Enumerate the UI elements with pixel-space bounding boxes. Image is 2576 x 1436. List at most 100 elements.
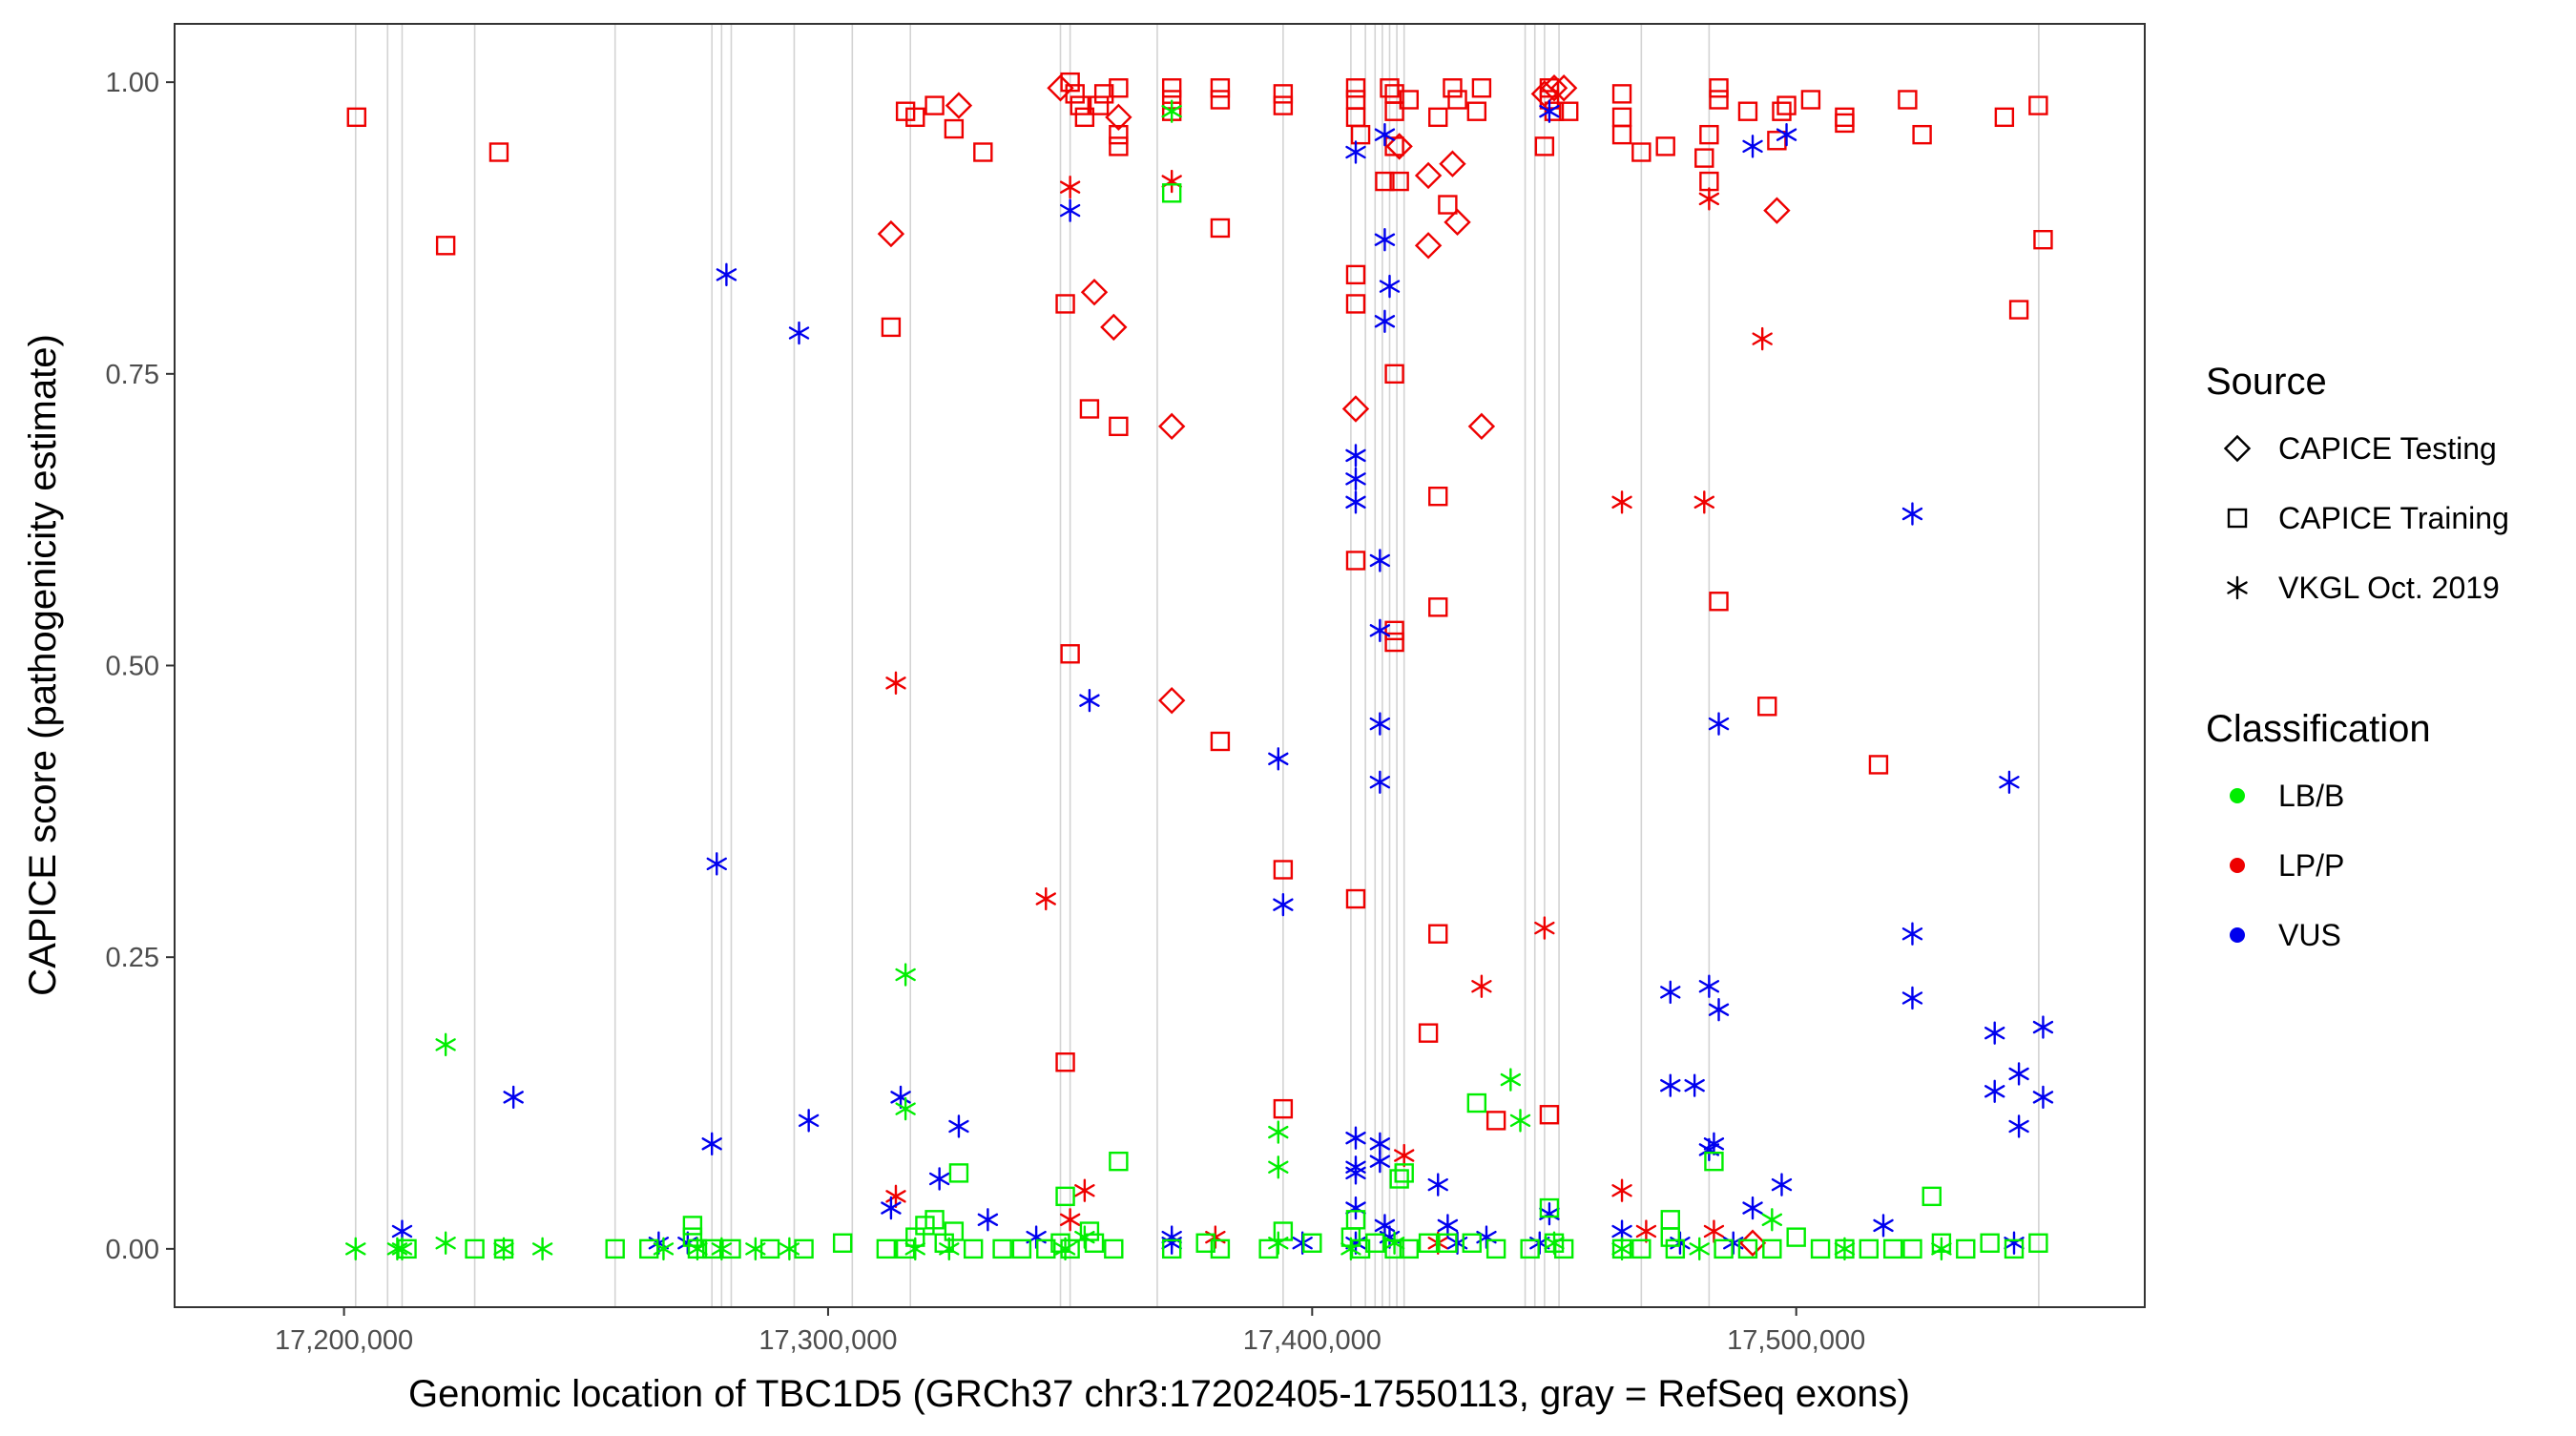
data-point [1036, 1238, 1056, 1259]
legend-source-title: Source [2206, 361, 2327, 403]
data-point [876, 1238, 897, 1259]
data-point [1011, 1238, 1032, 1259]
legend-key-asterisk [2227, 575, 2248, 600]
data-point [682, 1227, 703, 1247]
data-point [1414, 161, 1443, 190]
data-point [1369, 618, 1391, 643]
data-point [1268, 747, 1289, 771]
data-point [1631, 142, 1652, 162]
data-point [1738, 1229, 1767, 1257]
data-point [877, 219, 905, 248]
legend: Source CAPICE Testing CAPICE Training VK… [2206, 361, 2509, 952]
data-point [1374, 122, 1396, 147]
data-point [1689, 1237, 1710, 1261]
data-point [1428, 597, 1448, 617]
data-point [1660, 1073, 1681, 1097]
data-point [1379, 274, 1401, 299]
data-point [1109, 124, 1129, 145]
data-point [1694, 148, 1714, 168]
data-point [1080, 279, 1109, 306]
data-point [1786, 1227, 1806, 1247]
data-point [973, 142, 993, 162]
data-point [1984, 1079, 2005, 1103]
data-point [2004, 1238, 2025, 1259]
data-point [798, 1109, 820, 1133]
data-point [944, 118, 965, 139]
data-point [1273, 95, 1294, 115]
data-point [1776, 95, 1797, 115]
data-point [1273, 860, 1294, 880]
data-point [1800, 90, 1821, 110]
data-point [1443, 78, 1463, 98]
data-point [1394, 1143, 1415, 1168]
data-point [682, 1216, 703, 1236]
data-point [1703, 1132, 1725, 1156]
y-tick-label: 0.00 [106, 1235, 159, 1265]
data-point [1810, 1238, 1831, 1259]
data-point [1428, 107, 1448, 128]
data-point [2008, 1062, 2029, 1086]
data-point [1611, 1178, 1632, 1202]
data-point [1714, 1238, 1734, 1259]
data-point [1912, 124, 1932, 145]
exon-lines [354, 24, 2040, 1307]
data-point [1345, 78, 1366, 98]
data-point [1210, 218, 1231, 239]
legend-key-dot [2230, 858, 2245, 873]
data-point [1466, 1093, 1487, 1113]
data-point [1698, 187, 1720, 211]
y-axis: 0.00 0.25 0.50 0.75 1.00 [106, 68, 175, 1265]
data-point [1665, 1238, 1686, 1259]
data-point [1161, 78, 1182, 98]
data-point [1345, 264, 1366, 285]
data-point [465, 1238, 485, 1259]
data-point [1161, 99, 1182, 123]
data-point [1737, 101, 1758, 121]
x-axis-title: Genomic location of TBC1D5 (GRCh37 chr3:… [408, 1373, 1910, 1415]
data-point [1704, 1151, 1724, 1172]
data-point [1047, 74, 1074, 102]
data-point [895, 1096, 916, 1121]
series-lb-b-capice-training [397, 183, 2048, 1259]
data-point [1161, 183, 1182, 203]
data-point [1345, 551, 1366, 571]
data-point [924, 1210, 945, 1230]
x-tick-label: 17,400,000 [1243, 1325, 1381, 1356]
data-point [1210, 1238, 1231, 1259]
data-point [1035, 886, 1056, 911]
data-point [1369, 770, 1391, 794]
data-point [1345, 1210, 1366, 1230]
data-point [1763, 197, 1791, 224]
data-point [1210, 78, 1231, 98]
data-point [788, 321, 810, 345]
data-point [701, 1132, 722, 1156]
data-point [1427, 1173, 1448, 1197]
data-point [1693, 490, 1714, 514]
series-lp-p-capice-testing [877, 74, 1791, 1257]
legend-source-label-testing: CAPICE Testing [2278, 431, 2497, 466]
data-point [1079, 688, 1100, 713]
data-point [1835, 1238, 1855, 1259]
data-point [1752, 326, 1773, 351]
data-point [1380, 78, 1400, 98]
legend-classification-title: Classification [2206, 708, 2431, 750]
data-point [1611, 84, 1632, 104]
data-point [759, 1238, 780, 1259]
data-point [2028, 95, 2048, 115]
data-point [1437, 1214, 1459, 1238]
data-point [1059, 175, 1081, 199]
data-point [435, 1231, 456, 1255]
data-point [1631, 1238, 1652, 1259]
data-point [1534, 916, 1555, 940]
data-point [1055, 294, 1075, 314]
data-point [1273, 1221, 1294, 1241]
data-point [1109, 78, 1129, 98]
data-point [1708, 998, 1730, 1022]
data-point [1559, 101, 1579, 121]
data-point [1984, 1021, 2005, 1045]
data-point [1210, 90, 1231, 110]
data-point [488, 142, 509, 162]
data-point [1438, 1233, 1458, 1253]
data-point [2008, 1114, 2029, 1138]
data-point [1901, 986, 1923, 1010]
